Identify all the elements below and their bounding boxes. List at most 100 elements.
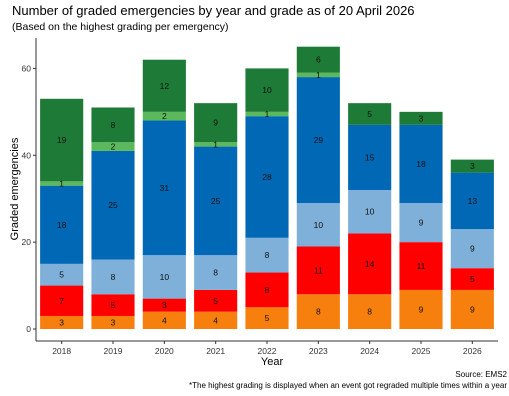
x-tick-label: 2021 <box>206 346 225 356</box>
bar-value-label: 28 <box>262 172 272 182</box>
bar-segment <box>450 229 494 269</box>
bar-segment <box>91 294 135 316</box>
bar-value-label: 8 <box>111 272 116 282</box>
bar-value-label: 3 <box>419 113 424 123</box>
bar-value-label: 5 <box>367 109 372 119</box>
bar-value-label: 1 <box>213 139 218 149</box>
bar-value-label: 1 <box>265 109 270 119</box>
x-tick-label: 2023 <box>309 346 328 356</box>
bar-segment <box>40 181 84 186</box>
bar-value-label: 11 <box>314 265 323 275</box>
bar-segment <box>450 268 494 290</box>
bar-segment <box>40 285 84 316</box>
chart-bars <box>40 46 494 329</box>
bar-value-label: 14 <box>365 259 375 269</box>
bar-segment <box>245 307 289 329</box>
bar-segment <box>91 315 135 329</box>
bar-value-label: 5 <box>111 300 116 310</box>
bar-value-label: 18 <box>57 220 67 230</box>
bar-segment <box>40 315 84 329</box>
bar-value-label: 25 <box>108 200 118 210</box>
bar-segment <box>399 242 443 290</box>
bar-segment <box>91 259 135 295</box>
bar-value-label: 25 <box>211 196 221 206</box>
bar-value-label: 2 <box>162 111 167 121</box>
bar-segment <box>142 59 186 112</box>
bar-value-label: 1 <box>59 179 64 189</box>
bar-value-label: 9 <box>470 304 475 314</box>
bar-value-label: 3 <box>111 317 116 327</box>
bar-segment <box>142 298 186 312</box>
bar-segment <box>245 116 289 238</box>
bar-value-label: 13 <box>468 196 478 206</box>
footnote: *The highest grading is displayed when a… <box>189 381 507 390</box>
bar-segment <box>399 289 443 329</box>
bar-segment <box>450 172 494 230</box>
bar-value-label: 8 <box>367 307 372 317</box>
y-tick-label: 0 <box>26 324 31 334</box>
bar-value-label: 5 <box>213 296 218 306</box>
source-note: Source: EMS2 <box>455 370 507 379</box>
bar-segment <box>194 289 238 312</box>
bar-segment <box>91 107 135 143</box>
bar-segment <box>296 294 340 329</box>
bar-segment <box>194 103 238 143</box>
bar-value-label: 8 <box>213 268 218 278</box>
bar-segment <box>40 185 84 264</box>
bar-segment <box>296 203 340 247</box>
chart-title: Number of graded emergencies by year and… <box>12 3 415 18</box>
x-tick-label: 2024 <box>360 346 379 356</box>
bar-value-label: 9 <box>213 118 218 128</box>
bar-value-label: 10 <box>262 85 272 95</box>
bar-value-label: 12 <box>160 81 170 91</box>
bar-value-label: 10 <box>365 207 375 217</box>
bar-segment <box>40 98 84 182</box>
bar-value-label: 10 <box>314 220 324 230</box>
bar-value-label: 5 <box>59 270 64 280</box>
bar-segment <box>142 311 186 329</box>
y-tick-label: 20 <box>22 237 32 247</box>
bar-value-label: 7 <box>59 296 64 306</box>
bar-value-label: 8 <box>265 285 270 295</box>
bar-value-label: 2 <box>111 142 116 152</box>
bar-segment <box>399 124 443 204</box>
bar-value-label: 9 <box>419 304 424 314</box>
bar-value-label: 4 <box>213 315 218 325</box>
bar-value-label: 5 <box>470 274 475 284</box>
bar-value-label: 3 <box>59 317 64 327</box>
bar-segment <box>142 255 186 299</box>
bar-segment <box>296 77 340 204</box>
bar-value-label: 5 <box>265 313 270 323</box>
x-tick-label: 2022 <box>258 346 277 356</box>
x-tick-label: 2026 <box>463 346 482 356</box>
bar-segment <box>348 190 392 234</box>
y-tick-label: 60 <box>22 63 32 73</box>
y-axis-label: Graded emergencies <box>9 137 21 240</box>
bar-segment <box>348 103 392 125</box>
bar-segment <box>245 111 289 117</box>
bar-value-label: 8 <box>316 307 321 317</box>
bar-value-label: 3 <box>162 300 167 310</box>
x-tick-label: 2020 <box>155 346 174 356</box>
x-tick-label: 2019 <box>104 346 123 356</box>
x-tick-label: 2025 <box>412 346 431 356</box>
bar-segment <box>142 120 186 256</box>
bar-segment <box>348 294 392 329</box>
bar-segment <box>142 111 186 121</box>
bar-segment <box>348 233 392 295</box>
bar-segment <box>296 46 340 73</box>
bar-value-label: 19 <box>57 135 67 145</box>
x-tick-label: 2018 <box>52 346 71 356</box>
bar-segment <box>245 272 289 308</box>
bar-segment <box>348 124 392 191</box>
bar-segment <box>194 311 238 329</box>
x-axis-label: Year <box>261 356 284 368</box>
bar-value-label: 31 <box>160 183 170 193</box>
bar-value-label: 9 <box>470 244 475 254</box>
chart-data-labels: 3751811935825284310312124582519588281108… <box>57 55 477 328</box>
chart-subtitle: (Based on the highest grading per emerge… <box>12 21 229 33</box>
y-tick-label: 40 <box>22 150 32 160</box>
bar-segment <box>245 68 289 112</box>
bar-value-label: 9 <box>419 218 424 228</box>
